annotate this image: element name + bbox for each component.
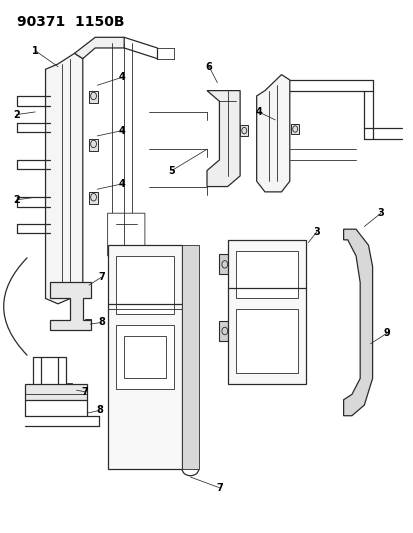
- Polygon shape: [74, 37, 124, 59]
- Text: 8: 8: [98, 318, 104, 327]
- Text: 4: 4: [119, 179, 125, 189]
- Ellipse shape: [47, 135, 56, 154]
- Bar: [240, 125, 248, 136]
- Text: 7: 7: [81, 387, 88, 397]
- Polygon shape: [235, 309, 297, 373]
- Bar: [290, 124, 299, 134]
- Bar: [118, 402, 142, 410]
- Text: 8: 8: [96, 406, 102, 415]
- Text: 2: 2: [13, 195, 20, 205]
- Text: 3: 3: [377, 208, 383, 218]
- Bar: [219, 254, 230, 274]
- Polygon shape: [50, 282, 91, 330]
- Polygon shape: [116, 256, 173, 314]
- Bar: [67, 383, 72, 389]
- Text: 4: 4: [119, 126, 125, 135]
- Polygon shape: [235, 251, 297, 298]
- Bar: [89, 192, 98, 204]
- Text: 3: 3: [313, 227, 319, 237]
- Text: 9: 9: [383, 328, 389, 338]
- Bar: [118, 416, 126, 421]
- Polygon shape: [107, 245, 182, 469]
- Bar: [89, 139, 98, 151]
- Polygon shape: [206, 91, 240, 187]
- Bar: [89, 91, 98, 103]
- Text: 7: 7: [98, 272, 104, 282]
- Polygon shape: [227, 240, 306, 384]
- Text: 4: 4: [119, 72, 125, 82]
- Polygon shape: [124, 336, 165, 378]
- Polygon shape: [116, 325, 173, 389]
- Polygon shape: [107, 213, 145, 266]
- Polygon shape: [256, 75, 289, 192]
- Text: 90371  1150B: 90371 1150B: [17, 15, 124, 29]
- Polygon shape: [182, 245, 198, 469]
- Text: 6: 6: [205, 62, 212, 71]
- Text: 5: 5: [168, 166, 175, 175]
- Polygon shape: [25, 384, 87, 400]
- Text: 2: 2: [13, 110, 20, 119]
- Text: 7: 7: [216, 483, 222, 492]
- Text: 4: 4: [255, 107, 261, 117]
- Bar: [85, 319, 91, 328]
- Ellipse shape: [47, 204, 56, 223]
- Polygon shape: [343, 229, 372, 416]
- Bar: [219, 321, 230, 341]
- Text: 1: 1: [32, 46, 38, 55]
- Polygon shape: [45, 53, 83, 304]
